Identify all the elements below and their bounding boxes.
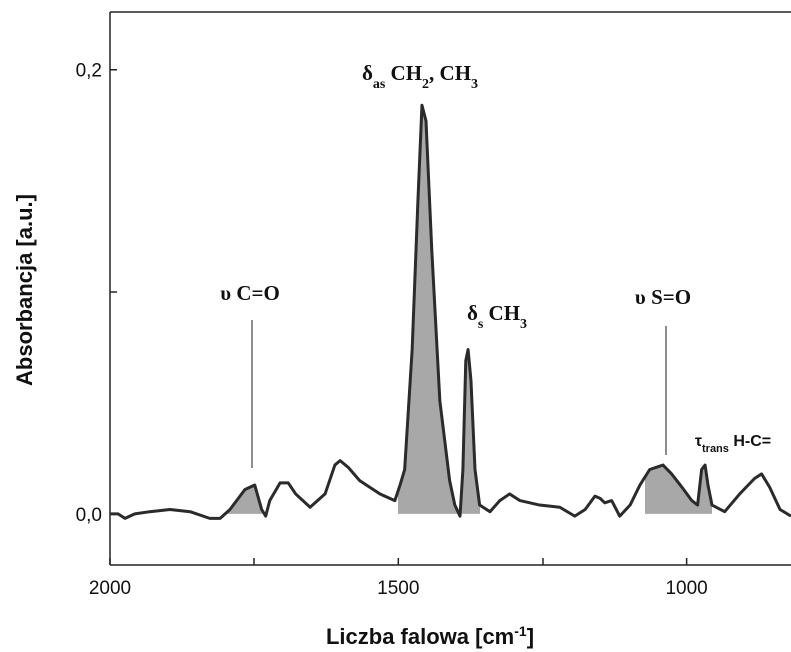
annotation: δas CH2, CH3 [362,61,478,92]
spectrum-line [110,103,791,520]
annotation-part: CH [385,61,422,85]
annotation-part: 3 [471,77,478,92]
annotation-part: 2 [422,77,429,92]
x-tick-label: 2000 [89,578,131,599]
x-tick-label: 1000 [665,578,707,599]
x-axis-title-part: Liczba falowa [cm [326,624,514,649]
peak-area [225,105,712,519]
plot-frame [109,11,791,566]
annotation-part: υ C=O [220,281,280,305]
annotation-part: τ [695,433,702,450]
annotation: υ C=O [220,281,280,305]
annotation-part: δ [362,61,373,85]
x-axis-title-part: -1 [514,623,527,639]
y-tick-label: 0,2 [76,61,102,82]
annotation-part: 3 [520,317,527,332]
annotation-part: s [478,317,484,332]
annotation-part: δ [467,301,478,325]
annotation-part: , CH [429,61,471,85]
annotation-part: CH [483,301,520,325]
annotation-part: trans [702,443,729,455]
annotation-part: υ S=O [635,285,691,309]
y-tick-label: 0,0 [76,505,102,526]
annotation-part: as [373,77,386,92]
x-axis-title: Liczba falowa [cm-1] [326,623,534,649]
y-axis-title: Absorbancja [a.u.] [12,194,37,386]
annotation: τtrans H-C= [695,433,771,455]
annotation: δs CH3 [467,301,527,332]
annotation-part: H-C= [729,433,771,450]
x-axis-title-part: ] [527,624,534,649]
x-tick-label: 1500 [377,578,419,599]
annotation: υ S=O [635,285,691,309]
